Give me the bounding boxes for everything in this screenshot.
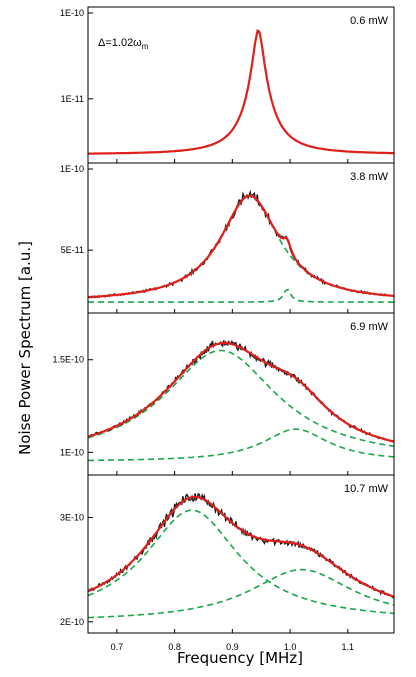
fit-curve (88, 28, 394, 155)
component-curve-2 (88, 568, 394, 619)
fit-curve (88, 194, 394, 299)
plot-area (88, 339, 394, 462)
plot-area (88, 189, 394, 303)
y-tick-label: 2E-10 (60, 617, 84, 627)
x-axis: 0.7 0.8 0.9 1.0 1.1 (111, 642, 354, 652)
panel-4: 3E-10 2E-10 10.7 mW (60, 474, 395, 634)
component-curve-1 (88, 509, 394, 615)
x-tick-label: 0.9 (226, 642, 239, 652)
x-tick-label: 0.7 (111, 642, 124, 652)
power-label: 0.6 mW (350, 15, 389, 27)
panel-2: 1E-10 5E-11 3.8 mW (60, 162, 395, 314)
x-axis-title: Frequency [MHz] (177, 649, 303, 667)
component-curve-1 (88, 349, 394, 448)
panel-3: 1.5E-10 1E-10 6.9 mW (52, 312, 395, 476)
power-label: 6.9 mW (350, 321, 389, 333)
plot-area (88, 492, 394, 619)
x-tick-label: 1.1 (342, 642, 355, 652)
measured-trace (88, 492, 394, 599)
component-curve-2 (88, 428, 394, 462)
component-curve-1 (88, 194, 394, 298)
detuning-label: Δ=1.02ωm (98, 37, 149, 51)
y-axis-title: Noise Power Spectrum [a.u.] (16, 241, 34, 455)
power-label: 3.8 mW (350, 171, 389, 183)
x-tick-label: 1.0 (284, 642, 297, 652)
y-tick-label: 1E-10 (60, 8, 84, 18)
fit-curve (88, 495, 394, 598)
measured-trace (88, 339, 394, 443)
power-label: 10.7 mW (344, 483, 389, 495)
panel-frame (87, 474, 395, 634)
y-tick-label: 3E-10 (60, 513, 84, 523)
panel-1: 1E-10 1E-11 0.6 mW (60, 6, 395, 164)
plot-area (88, 28, 394, 155)
fit-curve (88, 341, 394, 443)
y-tick-label: 1.5E-10 (52, 355, 84, 365)
y-tick-label: 1E-10 (60, 164, 84, 174)
measured-trace (88, 29, 394, 155)
component-curve-2 (88, 288, 394, 303)
y-tick-label: 1E-11 (61, 94, 84, 104)
y-tick-label: 5E-11 (61, 245, 84, 255)
y-tick-label: 1E-10 (60, 447, 84, 457)
x-tick-label: 0.8 (168, 642, 181, 652)
panel-frame (87, 6, 395, 164)
measured-trace (88, 189, 394, 299)
